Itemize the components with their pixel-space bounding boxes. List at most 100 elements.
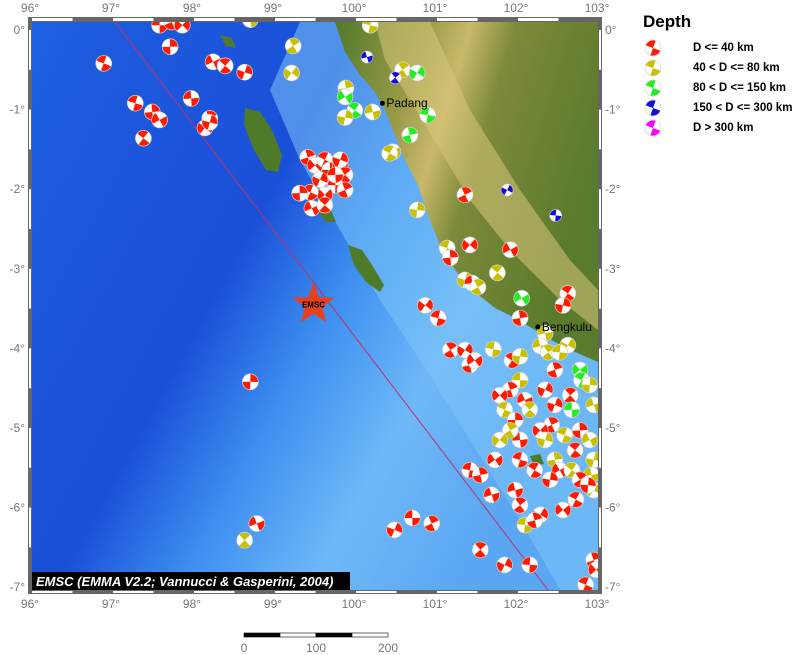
earthquake-beachball[interactable] — [482, 485, 502, 505]
earthquake-beachball[interactable] — [486, 262, 509, 285]
earthquake-beachball[interactable] — [459, 234, 482, 257]
earthquake-beachball[interactable] — [280, 62, 302, 84]
earthquake-beachball[interactable] — [233, 529, 256, 552]
earthquake-beachball[interactable] — [421, 513, 442, 534]
earthquake-beachball[interactable] — [584, 395, 604, 415]
earthquake-beachball[interactable] — [509, 494, 531, 516]
earthquake-beachball[interactable] — [241, 11, 259, 29]
small-island — [220, 35, 236, 48]
earthquake-beachball[interactable] — [282, 35, 304, 57]
earthquake-beachball[interactable] — [494, 554, 515, 575]
earthquake-beachball[interactable] — [467, 276, 489, 298]
lon-tick-top: 98° — [183, 1, 201, 15]
earthquake-beachball[interactable] — [454, 184, 475, 205]
earthquake-beachball[interactable] — [314, 194, 337, 217]
earthquake-beachball[interactable] — [494, 399, 515, 420]
earthquake-beachball[interactable] — [214, 55, 237, 78]
emsc-marker[interactable]: EMSC — [292, 282, 335, 323]
earthquake-beachball[interactable] — [500, 239, 522, 261]
earthquake-beachball[interactable] — [464, 349, 486, 371]
earthquake-beachball[interactable] — [387, 69, 404, 86]
earthquake-beachball[interactable] — [336, 108, 355, 127]
earthquake-beachball[interactable] — [484, 340, 503, 359]
earthquake-beachball[interactable] — [552, 499, 575, 522]
earthquake-beachball[interactable] — [510, 450, 530, 470]
earthquake-beachball[interactable] — [151, 17, 168, 34]
earthquake-beachball[interactable] — [246, 513, 267, 534]
earthquake-beachball[interactable] — [379, 142, 401, 164]
earthquake-beachball[interactable] — [559, 384, 582, 407]
earthquake-beachball[interactable] — [291, 184, 309, 202]
earthquake-beachball[interactable] — [442, 249, 459, 266]
credit-box — [32, 572, 350, 590]
earthquake-beachball[interactable] — [511, 309, 529, 327]
earthquake-beachball[interactable] — [149, 109, 171, 131]
siberut-island — [244, 108, 282, 172]
earthquake-beachball[interactable] — [384, 519, 405, 540]
earthquake-beachball[interactable] — [406, 62, 428, 84]
earthquake-beachball[interactable] — [554, 425, 574, 445]
earthquake-beachball[interactable] — [404, 509, 421, 527]
earthquake-beachball[interactable] — [439, 339, 461, 361]
earthquake-beachball[interactable] — [565, 489, 587, 511]
earthquake-beachball[interactable] — [419, 106, 437, 124]
earthquake-beachball[interactable] — [511, 287, 533, 309]
legend-beachball — [644, 39, 662, 57]
earthquake-beachball[interactable] — [545, 360, 565, 380]
earthquake-beachball[interactable] — [408, 201, 426, 219]
earthquake-beachball[interactable] — [400, 125, 419, 144]
earthquake-beachball[interactable] — [505, 480, 524, 499]
earthquake-beachball[interactable] — [535, 379, 556, 400]
earthquake-beachball[interactable] — [518, 398, 541, 421]
earthquake-beachball[interactable] — [489, 429, 511, 451]
earthquake-beachball[interactable] — [242, 373, 259, 391]
earthquake-beachball[interactable] — [524, 459, 546, 481]
earthquake-beachball[interactable] — [579, 477, 597, 494]
earthquake-beachball[interactable] — [579, 429, 601, 451]
earthquake-beachball[interactable] — [488, 384, 511, 407]
earthquake-beachball[interactable] — [549, 209, 562, 222]
earthquake-beachball[interactable] — [334, 86, 356, 108]
earthquake-beachball[interactable] — [327, 166, 344, 184]
lon-tick-bottom: 102° — [504, 597, 529, 611]
earthquake-beachball[interactable] — [298, 147, 318, 167]
earthquake-beachball[interactable] — [499, 182, 515, 198]
earthquake-beachball[interactable] — [429, 308, 448, 327]
earthquake-beachball[interactable] — [545, 395, 566, 416]
earthquake-beachball[interactable] — [171, 14, 194, 37]
earthquake-beachball[interactable] — [551, 344, 569, 362]
earthquake-beachball[interactable] — [93, 53, 114, 74]
earthquake-beachball[interactable] — [585, 558, 608, 581]
lon-tick-bottom: 98° — [183, 597, 201, 611]
earthquake-beachball[interactable] — [454, 339, 476, 361]
earthquake-beachball[interactable] — [125, 93, 145, 113]
earthquake-beachball[interactable] — [535, 430, 555, 450]
earthquake-beachball[interactable] — [553, 296, 572, 315]
earthquake-beachball[interactable] — [563, 401, 581, 418]
earthquake-beachball[interactable] — [484, 449, 506, 471]
earthquake-beachball[interactable] — [132, 127, 154, 149]
earthquake-beachball[interactable] — [541, 471, 559, 489]
earthquake-beachball[interactable] — [469, 539, 492, 562]
earthquake-beachball[interactable] — [200, 113, 220, 133]
earthquake-beachball[interactable] — [361, 16, 380, 35]
earthquake-beachball[interactable] — [581, 376, 598, 394]
earthquake-beachball[interactable] — [182, 90, 200, 107]
earthquake-beachball[interactable] — [525, 510, 545, 530]
earthquake-beachball[interactable] — [335, 180, 356, 201]
earthquake-beachball[interactable] — [575, 574, 596, 595]
earthquake-beachball[interactable] — [234, 62, 254, 82]
earthquake-beachball[interactable] — [363, 102, 382, 121]
earthquake-beachball[interactable] — [414, 294, 436, 316]
earthquake-beachball[interactable] — [521, 556, 539, 574]
earthquake-beachball[interactable] — [516, 516, 534, 534]
depth-legend: Depth D <= 40 km 40 < D <= 80 km 80 < D <=… — [643, 12, 792, 138]
earthquake-beachball[interactable] — [161, 38, 179, 56]
earthquake-beachball[interactable] — [309, 169, 330, 190]
earthquake-beachball[interactable] — [564, 439, 587, 462]
earthquake-beachball[interactable] — [360, 50, 375, 65]
earthquake-beachball[interactable] — [471, 465, 490, 484]
earthquake-beachball[interactable] — [511, 347, 529, 365]
earthquake-beachball[interactable] — [537, 341, 559, 363]
lon-tick-bottom: 96° — [21, 597, 39, 611]
